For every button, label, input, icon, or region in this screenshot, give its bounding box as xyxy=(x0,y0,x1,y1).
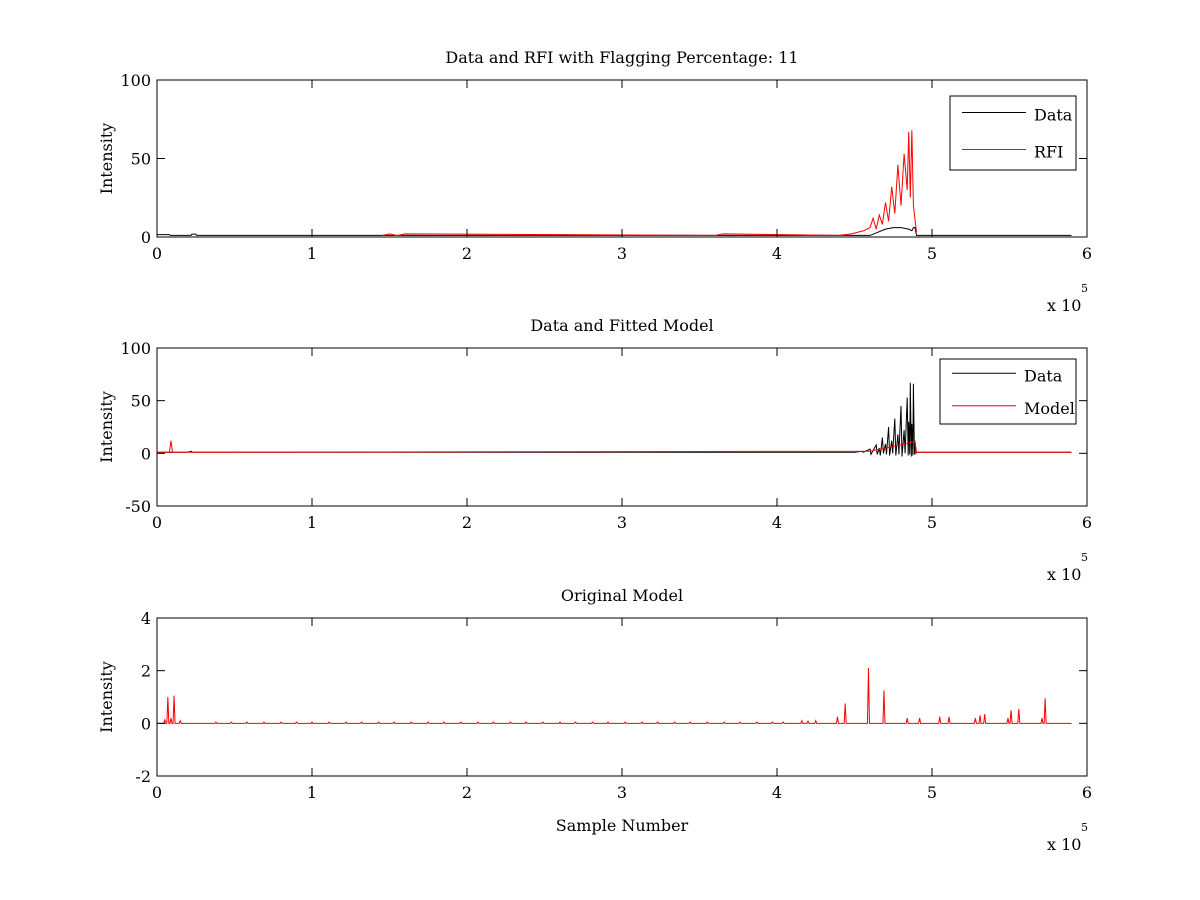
plot-area xyxy=(156,347,1088,507)
legend-label: Model xyxy=(1024,399,1075,418)
x-exponent-label: x 10 xyxy=(1047,565,1081,584)
y-axis-label: Intensity xyxy=(97,123,116,195)
x-exponent-label: x 10 xyxy=(1047,296,1081,315)
y-tick-label: 0 xyxy=(141,228,151,247)
x-tick-label: 6 xyxy=(1082,513,1092,532)
series-group xyxy=(157,130,1072,236)
y-axis-label: Intensity xyxy=(97,391,116,463)
x-tick-label: 4 xyxy=(772,513,782,532)
plot-area xyxy=(156,79,1088,238)
x-tick-label: 5 xyxy=(927,244,937,263)
x-tick-label: 3 xyxy=(617,783,627,802)
x-axis-label: Sample Number xyxy=(556,816,689,835)
x-tick-label: 5 xyxy=(927,783,937,802)
x-tick-label: 0 xyxy=(152,244,162,263)
x-tick-label: 1 xyxy=(307,783,317,802)
x-tick-label: 4 xyxy=(772,244,782,263)
x-tick-label: 0 xyxy=(152,513,162,532)
series-group xyxy=(157,382,1072,457)
x-tick-label: 4 xyxy=(772,783,782,802)
y-tick-label: 2 xyxy=(141,662,151,681)
y-tick-label: 100 xyxy=(120,339,151,358)
y-tick-label: 0 xyxy=(141,444,151,463)
x-tick-label: 0 xyxy=(152,783,162,802)
x-tick-label: 2 xyxy=(462,513,472,532)
x-exponent-power: 5 xyxy=(1081,821,1088,834)
legend-box xyxy=(939,358,1077,425)
y-tick-label: -50 xyxy=(125,497,151,516)
x-exponent-power: 5 xyxy=(1081,551,1088,564)
y-tick-label: -2 xyxy=(135,767,151,786)
y-tick-label: 50 xyxy=(131,392,151,411)
legend-label: RFI xyxy=(1034,143,1063,162)
legend: Data Model xyxy=(939,358,1077,425)
series-group xyxy=(157,668,1072,724)
x-exponent-power: 5 xyxy=(1081,282,1088,295)
x-exponent-label: x 10 xyxy=(1047,835,1081,854)
series-line-rfi xyxy=(381,130,917,236)
series-line-data xyxy=(157,382,1072,457)
x-tick-label: 5 xyxy=(927,513,937,532)
x-tick-label: 2 xyxy=(462,783,472,802)
legend: Data RFI xyxy=(949,95,1077,171)
legend-box xyxy=(949,95,1077,171)
x-tick-label: 1 xyxy=(307,244,317,263)
x-tick-label: 3 xyxy=(617,513,627,532)
series-line-data xyxy=(157,227,1072,236)
series-line-model xyxy=(157,440,1072,453)
legend-label: Data xyxy=(1034,106,1073,125)
x-tick-label: 2 xyxy=(462,244,472,263)
x-tick-label: 6 xyxy=(1082,783,1092,802)
y-tick-label: 100 xyxy=(120,71,151,90)
plot-area xyxy=(156,617,1088,777)
legend-label: Data xyxy=(1024,366,1063,385)
x-tick-label: 6 xyxy=(1082,244,1092,263)
x-tick-label: 1 xyxy=(307,513,317,532)
chart-title: Data and Fitted Model xyxy=(530,316,713,335)
y-tick-label: 4 xyxy=(141,609,151,628)
chart-title: Original Model xyxy=(561,586,683,605)
chart-title: Data and RFI with Flagging Percentage: 1… xyxy=(445,48,798,67)
y-tick-label: 0 xyxy=(141,714,151,733)
series-line-model xyxy=(157,668,1072,724)
y-tick-label: 50 xyxy=(131,150,151,169)
x-tick-label: 3 xyxy=(617,244,627,263)
y-axis-label: Intensity xyxy=(97,661,116,733)
